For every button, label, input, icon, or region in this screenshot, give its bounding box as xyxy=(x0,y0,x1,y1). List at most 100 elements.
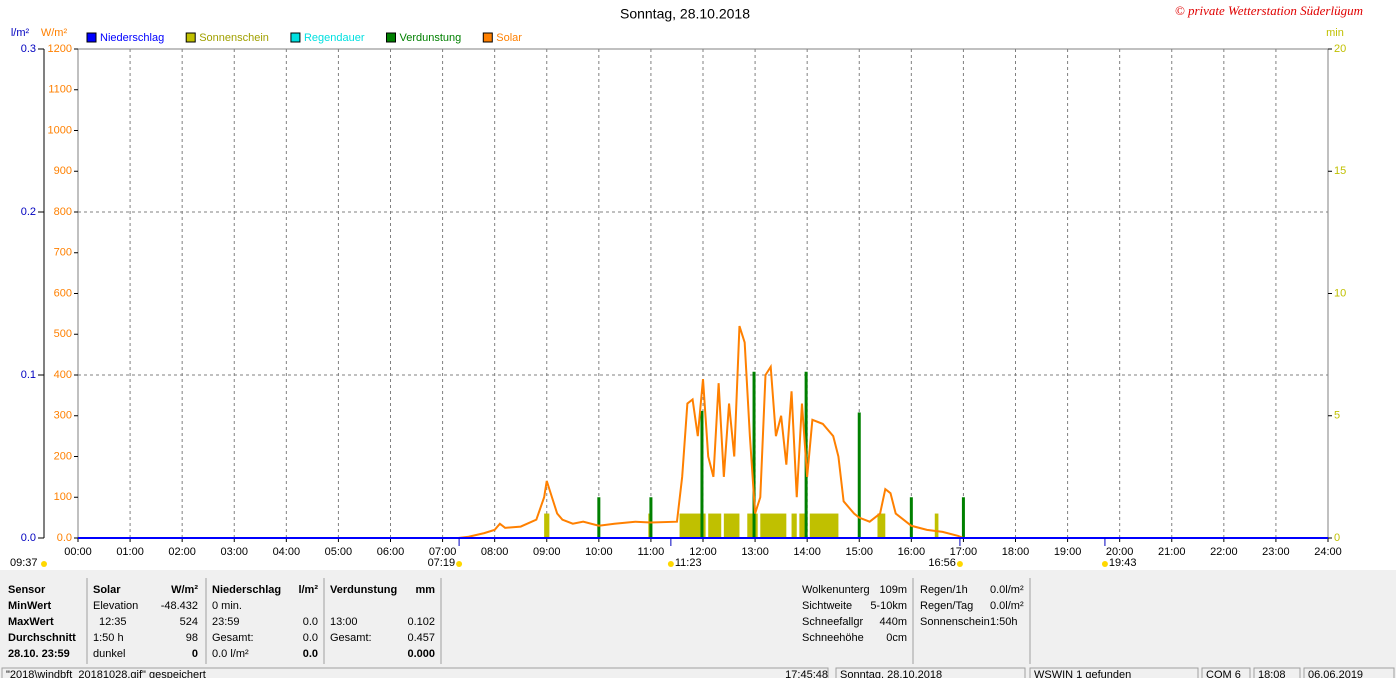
stats-cell: Gesamt: xyxy=(212,632,254,644)
y-tick-label: 0.2 xyxy=(21,206,36,218)
x-tick-label: 18:00 xyxy=(1002,546,1030,558)
x-tick-label: 10:00 xyxy=(585,546,613,558)
condition-cell: 5-10km xyxy=(870,600,907,612)
x-tick-label: 09:00 xyxy=(533,546,561,558)
y-solar-tick-label: 300 xyxy=(54,410,72,422)
bar xyxy=(961,497,965,538)
event-label: 16:56 xyxy=(928,557,956,569)
legend-label: Sonnenschein xyxy=(199,32,269,44)
bar xyxy=(597,497,601,538)
sunshine-bar xyxy=(799,513,808,538)
x-tick-label: 20:00 xyxy=(1106,546,1134,558)
bar xyxy=(752,371,756,538)
stats-cell: 0.000 xyxy=(407,648,435,660)
bar xyxy=(649,497,653,538)
x-tick-label: 23:00 xyxy=(1262,546,1290,558)
y2-tick-label: 0 xyxy=(1334,532,1340,544)
stats-cell: 0 min. xyxy=(212,600,242,612)
bar xyxy=(700,410,704,538)
x-tick-label: 16:00 xyxy=(898,546,926,558)
x-tick-label: 07:00 xyxy=(429,546,457,558)
x-tick-label: 22:00 xyxy=(1210,546,1238,558)
rain-cell: 0.0l/m² xyxy=(990,600,1024,612)
condition-cell: 0cm xyxy=(886,632,907,644)
y-solar-tick-label: 500 xyxy=(54,328,72,340)
x-tick-label: 17:00 xyxy=(950,546,978,558)
x-tick-label: 21:00 xyxy=(1158,546,1186,558)
event-marker xyxy=(667,561,674,567)
chart-title: Sonntag, 28.10.2018 xyxy=(620,6,750,22)
rain-cell: Sonnenschein xyxy=(920,616,990,628)
legend-label: Solar xyxy=(496,32,522,44)
legend-swatch xyxy=(482,32,493,43)
y-solar-tick-label: 1000 xyxy=(48,124,72,136)
condition-cell: Sichtweite xyxy=(802,600,852,612)
stats-cell: Elevation xyxy=(93,600,138,612)
x-tick-label: 02:00 xyxy=(168,546,196,558)
y2-axis-label: min xyxy=(1326,27,1344,39)
x-tick-label: 03:00 xyxy=(220,546,248,558)
x-tick-label: 14:00 xyxy=(793,546,821,558)
sunshine-bar xyxy=(809,513,839,538)
copyright: © private Wetterstation Süderlügum xyxy=(1175,3,1363,18)
y-solar-tick-label: 900 xyxy=(54,165,72,177)
rain-cell: 1:50h xyxy=(990,616,1018,628)
y2-tick-label: 20 xyxy=(1334,43,1346,55)
stats-cell: Gesamt: xyxy=(330,632,372,644)
stats-cell: 23:59 xyxy=(212,616,240,628)
x-tick-label: 08:00 xyxy=(481,546,509,558)
stats-header: Verdunstung xyxy=(330,584,397,596)
stats-cell: 0.0 l/m² xyxy=(212,648,249,660)
sunshine-bar xyxy=(877,513,886,538)
sunshine-bar xyxy=(723,513,740,538)
legend-swatch xyxy=(290,32,301,43)
y2-tick-label: 15 xyxy=(1334,165,1346,177)
y2-tick-label: 10 xyxy=(1334,287,1346,299)
stats-header: Sensor xyxy=(8,584,46,596)
x-tick-label: 12:00 xyxy=(689,546,717,558)
stats-cell: 0.0 xyxy=(303,632,318,644)
stats-cell: 0 xyxy=(192,648,198,660)
stats-cell: 0.0 xyxy=(303,616,318,628)
x-tick-label: 04:00 xyxy=(273,546,301,558)
condition-cell: Schneehöhe xyxy=(802,632,864,644)
status-text: WSWIN 1 gefunden xyxy=(1034,669,1131,678)
y-tick-label: 0.1 xyxy=(21,369,36,381)
status-text: 17:45:48 xyxy=(785,669,828,678)
stats-cell: Durchschnitt xyxy=(8,632,76,644)
stats-cell: 12:35 xyxy=(99,616,127,628)
stats-cell: 13:00 xyxy=(330,616,358,628)
legend-swatch xyxy=(386,32,396,43)
y-solar-tick-label: 400 xyxy=(54,369,72,381)
rain-cell: Regen/1h xyxy=(920,584,968,596)
status-text: COM 6 xyxy=(1206,669,1241,678)
event-label: 11:23 xyxy=(675,557,702,569)
y-solar-tick-label: 800 xyxy=(54,206,72,218)
y-axis-label: l/m² xyxy=(11,27,30,39)
sunshine-bar xyxy=(760,513,787,538)
stats-panel xyxy=(0,570,1396,678)
condition-cell: Schneefallgr xyxy=(802,616,863,628)
y-solar-tick-label: 0.0 xyxy=(57,532,72,544)
legend-swatch xyxy=(86,32,97,43)
x-tick-label: 13:00 xyxy=(741,546,769,558)
stats-header: l/m² xyxy=(298,584,318,596)
y2-tick-label: 5 xyxy=(1334,410,1340,422)
event-marker xyxy=(456,561,463,567)
y-solar-axis-label: W/m² xyxy=(41,27,68,39)
bar xyxy=(857,412,861,538)
stats-cell: 0.0 xyxy=(303,648,318,660)
condition-cell: Wolkenunterg xyxy=(802,584,870,596)
stats-cell: 0.102 xyxy=(407,616,435,628)
stats-cell: MaxWert xyxy=(8,616,54,628)
y-tick-label: 0.3 xyxy=(21,43,36,55)
event-marker xyxy=(956,561,963,567)
legend-label: Niederschlag xyxy=(100,32,164,44)
stats-cell: dunkel xyxy=(93,648,125,660)
stats-header: mm xyxy=(415,584,435,596)
x-tick-label: 24:00 xyxy=(1314,546,1342,558)
series-line xyxy=(458,325,964,539)
y-solar-tick-label: 200 xyxy=(54,450,72,462)
x-tick-label: 00:00 xyxy=(64,546,92,558)
